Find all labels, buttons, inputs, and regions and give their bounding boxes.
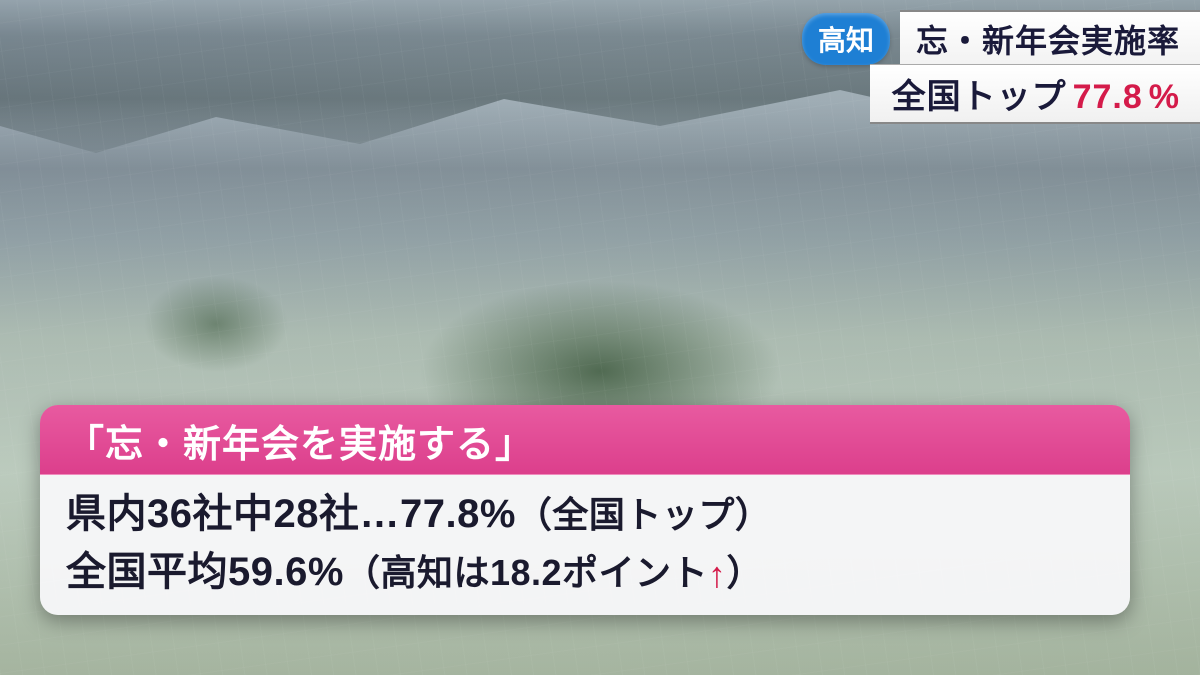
line2-diff: 18.2 — [490, 547, 562, 599]
top-banner-row2: 全国トップ 77.8 % — [870, 64, 1200, 124]
line1-note: （全国トップ） — [516, 489, 772, 541]
sub-value: 77.8 — [1073, 78, 1143, 117]
stat-line-2: 全国平均 59.6 % （高知は 18.2 ポイント ↑ ） — [66, 543, 1104, 601]
line2-note-prefix: （高知は — [344, 547, 490, 599]
line2-diff-unit: ポイント — [562, 547, 708, 599]
headline-text: 忘・新年会実施率 — [900, 10, 1200, 68]
line2-unit: % — [308, 543, 344, 601]
line1-text: 県内36社中28社… — [66, 485, 400, 543]
sub-unit: % — [1149, 78, 1180, 117]
line1-unit: % — [480, 485, 516, 543]
lower-third-header: 「忘・新年会を実施する」 — [40, 405, 1130, 475]
top-banner: 高知 忘・新年会実施率 全国トップ 77.8 % — [802, 14, 1200, 124]
top-banner-row1: 高知 忘・新年会実施率 — [802, 14, 1200, 64]
line2-note-suffix: ） — [727, 547, 764, 599]
line1-value: 77.8 — [400, 485, 480, 543]
region-badge: 高知 — [802, 13, 890, 65]
lower-third-body: 県内36社中28社… 77.8 % （全国トップ） 全国平均 59.6 % （高… — [40, 475, 1130, 615]
sub-prefix: 全国トップ — [892, 69, 1067, 118]
line2-value: 59.6 — [228, 543, 308, 601]
lower-third-panel: 「忘・新年会を実施する」 県内36社中28社… 77.8 % （全国トップ） 全… — [40, 405, 1130, 615]
up-arrow-icon: ↑ — [708, 549, 727, 601]
stat-line-1: 県内36社中28社… 77.8 % （全国トップ） — [66, 485, 1104, 543]
line2-text: 全国平均 — [66, 543, 228, 601]
